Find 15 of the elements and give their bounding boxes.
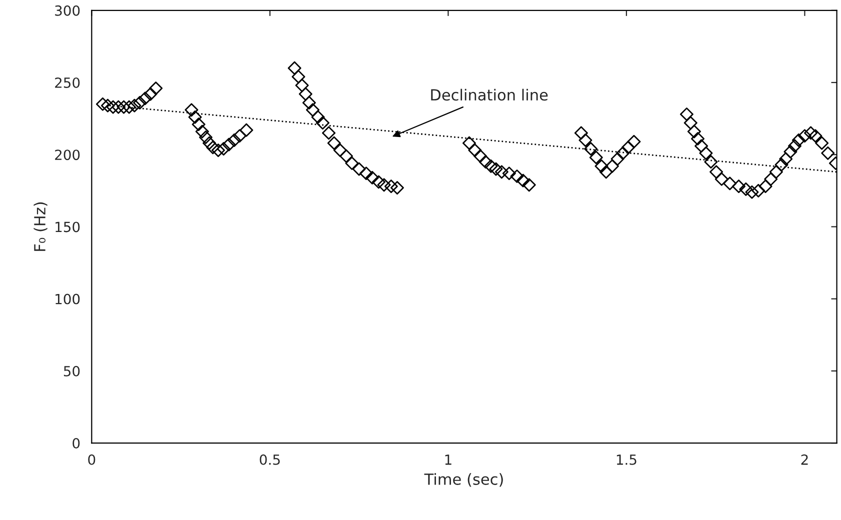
x-tick-label: 0.5 — [260, 454, 280, 465]
y-tick-label: 200 — [55, 150, 80, 160]
y-axis-title: F₀ (Hz) — [34, 202, 48, 251]
annotation: Declination line — [431, 88, 548, 101]
x-tick-label: 0 — [88, 454, 96, 465]
x-tick-label: 2 — [801, 454, 808, 465]
y-tick-label: 150 — [56, 222, 80, 232]
y-tick-label: 300 — [55, 5, 80, 16]
x-tick-label: 1.5 — [616, 454, 636, 465]
y-tick-label: 100 — [56, 294, 80, 304]
y-tick-label: 250 — [55, 77, 80, 88]
y-tick-label: 50 — [64, 366, 80, 376]
x-tick-label: 1 — [445, 454, 452, 465]
y-tick-label: 0 — [72, 438, 80, 449]
x-axis-title: Time (sec) — [424, 473, 503, 487]
